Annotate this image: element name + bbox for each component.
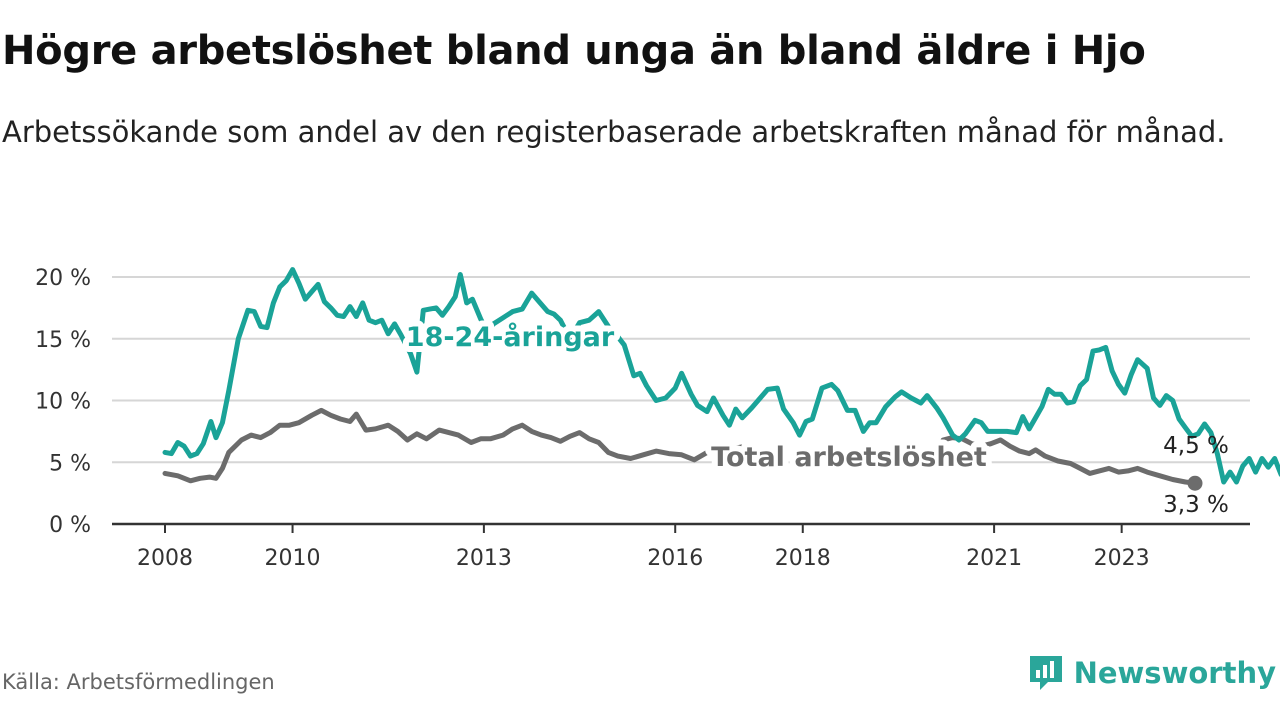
source-note: Källa: Arbetsförmedlingen: [2, 670, 275, 694]
y-tick-label: 10 %: [35, 390, 91, 415]
series-end-point-total: [1187, 475, 1203, 491]
y-axis-ticks: 0 % 5 % 10 % 15 % 20 %: [35, 266, 91, 538]
end-value-label-youth: 4,5 %: [1163, 433, 1229, 459]
x-tick-label: 2016: [647, 546, 703, 571]
x-tick-label: 2023: [1094, 546, 1150, 571]
series-label-total: Total arbetslöshet: [711, 442, 987, 473]
x-tick-label: 2018: [775, 546, 831, 571]
series-lines: [162, 267, 1280, 491]
series-line-total-right: [940, 435, 1198, 486]
series-label-total-halo: Total arbetslöshet: [711, 442, 987, 473]
y-tick-label: 20 %: [35, 266, 91, 291]
x-tick-label: 2010: [265, 546, 321, 571]
series-label-youth: 18-24-åringar: [406, 321, 615, 353]
brand-name: Newsworthy: [1073, 656, 1276, 690]
x-tick-label: 2008: [137, 546, 193, 571]
newsworthy-logo-icon: [1029, 656, 1062, 690]
gridlines: [112, 276, 1250, 464]
x-tick-label: 2021: [966, 546, 1022, 571]
y-tick-label: 15 %: [35, 328, 91, 353]
chart-subtitle: Arbetssökande som andel av den registerb…: [2, 115, 1226, 149]
x-axis-ticks: 2008 2010 2013 2016 2018 2021 2023: [112, 522, 1250, 571]
y-tick-label: 0 %: [49, 513, 91, 538]
page-title: Högre arbetslöshet bland unga än bland ä…: [2, 28, 1146, 74]
series-line-total-left: [162, 407, 777, 484]
y-tick-label: 5 %: [49, 451, 91, 476]
end-value-label-total: 3,3 %: [1163, 492, 1229, 518]
series-label-youth-halo: 18-24-åringar: [406, 321, 615, 353]
series-line-youth: [162, 267, 1280, 485]
x-tick-label: 2013: [456, 546, 512, 571]
brand[interactable]: Newsworthy: [1028, 654, 1276, 692]
